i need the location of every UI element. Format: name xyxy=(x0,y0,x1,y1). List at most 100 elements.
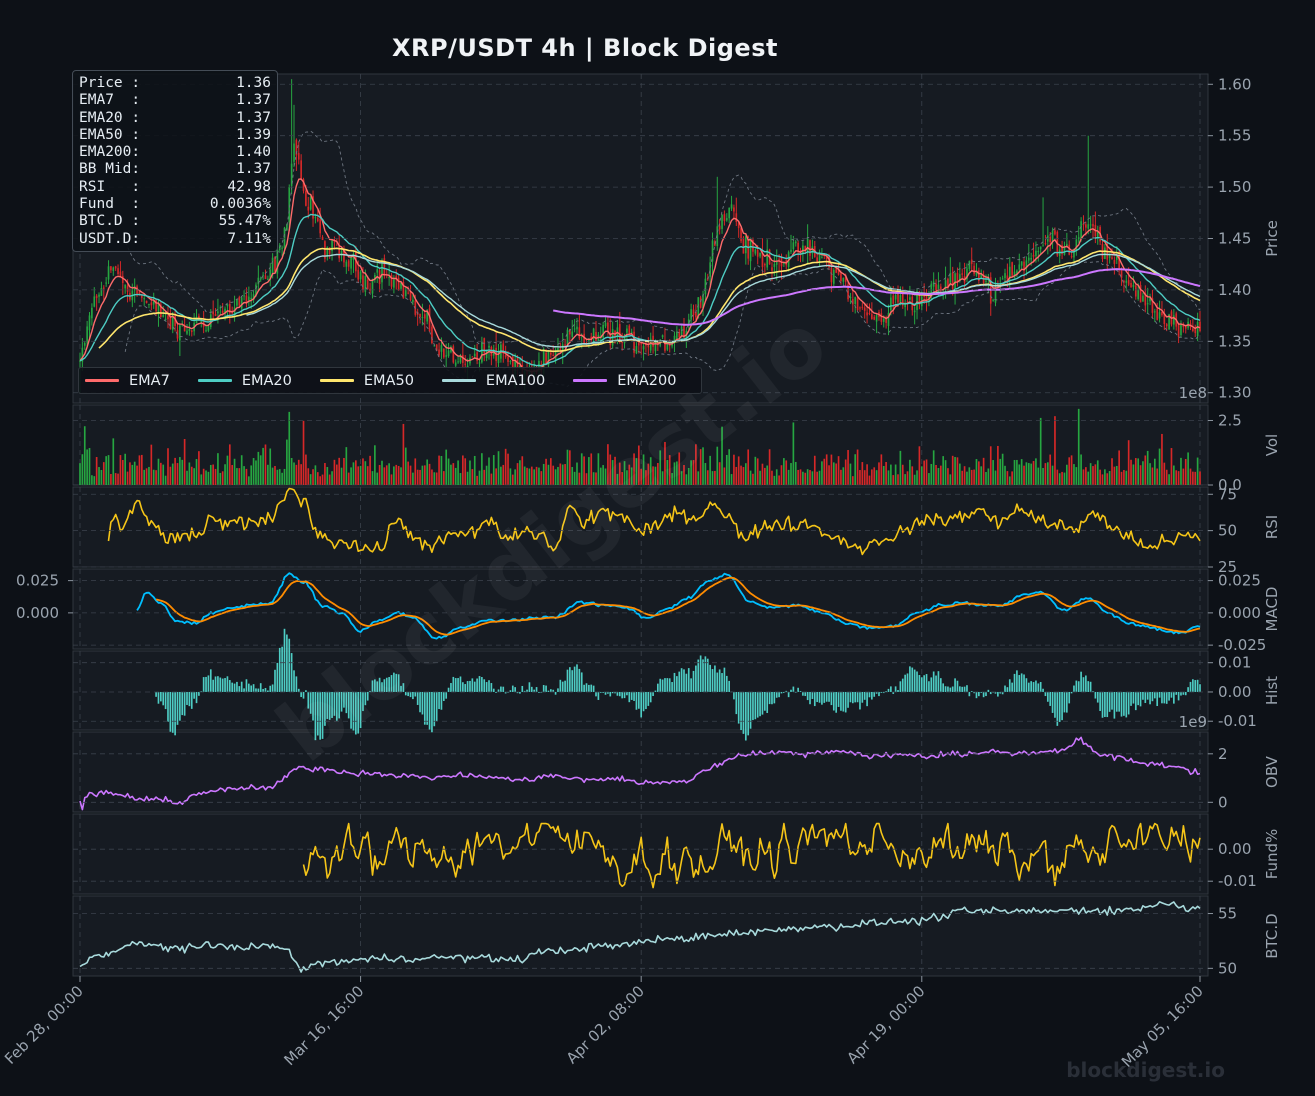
histogram-bar xyxy=(654,690,657,692)
volume-bar xyxy=(540,471,543,485)
volume-bar xyxy=(1106,473,1109,485)
histogram-bar xyxy=(1158,691,1161,698)
candle-body xyxy=(744,235,747,254)
histogram-bar xyxy=(1063,691,1066,713)
volume-bar xyxy=(942,456,945,485)
volume-bar xyxy=(542,463,545,485)
candle-body xyxy=(913,310,916,313)
candle-body xyxy=(307,206,310,211)
volume-bar xyxy=(859,470,861,485)
volume-bar xyxy=(1018,464,1021,485)
obv-tick-label: 0 xyxy=(1218,793,1228,811)
histogram-bar xyxy=(614,691,616,694)
histogram-bar xyxy=(538,691,540,693)
candle-body xyxy=(661,335,664,338)
price-tick-label: 1.35 xyxy=(1218,332,1251,350)
histogram-bar xyxy=(1099,691,1101,711)
candle-body xyxy=(554,349,557,360)
volume-bar xyxy=(117,473,119,485)
volume-bar xyxy=(792,422,795,485)
candle-body xyxy=(431,326,433,344)
volume-bar xyxy=(1108,470,1111,485)
histogram-bar xyxy=(630,691,633,700)
candle-body xyxy=(1132,284,1135,287)
ema-legend: EMA7 EMA20 EMA50 EMA100 EMA200 xyxy=(78,367,702,394)
info-value: 1.37 xyxy=(236,161,271,178)
macd-axis-label: MACD xyxy=(1263,587,1281,632)
histogram-bar xyxy=(338,691,341,719)
candle-body xyxy=(766,249,769,268)
candle-body xyxy=(1139,284,1142,303)
histogram-bar xyxy=(797,687,799,692)
histogram-bar xyxy=(340,691,343,712)
histogram-bar xyxy=(1042,688,1044,692)
volume-bar xyxy=(1199,471,1201,485)
volume-bar xyxy=(1006,471,1009,485)
histogram-bar xyxy=(402,683,405,692)
candle-body xyxy=(264,275,267,279)
volume-bar xyxy=(378,464,381,485)
candle-body xyxy=(419,313,421,318)
histogram-bar xyxy=(243,688,245,692)
candle-body xyxy=(507,357,509,362)
ema100-line xyxy=(246,253,1201,348)
candle-body xyxy=(552,354,555,356)
volume-bar xyxy=(609,454,612,485)
histogram-bar xyxy=(1113,691,1116,719)
volume-bar xyxy=(174,457,176,485)
volume-bar xyxy=(1180,457,1182,485)
volume-bar xyxy=(1058,473,1061,485)
x-tick-label: Mar 16, 16:00 xyxy=(281,982,368,1069)
volume-bar xyxy=(790,463,792,485)
histogram-bar xyxy=(274,669,276,692)
histogram-bar xyxy=(880,691,883,693)
volume-bar xyxy=(1094,464,1097,485)
histogram-bar xyxy=(699,655,702,692)
volume-bar xyxy=(963,466,966,485)
volume-bar xyxy=(714,470,716,485)
candle-body xyxy=(1004,273,1006,279)
histogram-bar xyxy=(875,691,878,694)
candle-body xyxy=(1082,223,1085,226)
volume-bar xyxy=(1008,476,1011,485)
histogram-bar xyxy=(792,686,795,692)
candle-body xyxy=(1016,270,1018,275)
histogram-bar xyxy=(678,671,681,692)
info-value: 1.40 xyxy=(236,144,271,161)
histogram-bar xyxy=(500,686,502,692)
histogram-bar xyxy=(459,676,462,692)
histogram-bar xyxy=(733,691,735,700)
volume-bar xyxy=(856,449,859,485)
volume-bar xyxy=(847,450,849,485)
candle-body xyxy=(1042,245,1044,247)
volume-bar xyxy=(723,467,726,485)
volume-bar xyxy=(179,457,181,485)
candle-body xyxy=(347,260,350,267)
histogram-bar xyxy=(1049,691,1052,706)
histogram-bar xyxy=(309,691,312,714)
panel-macd xyxy=(72,568,1209,650)
volume-bar xyxy=(483,469,486,485)
histogram-bar xyxy=(740,691,742,731)
volume-bar xyxy=(186,470,188,485)
histogram-bar xyxy=(207,675,210,692)
histogram-bar xyxy=(1115,691,1118,712)
volume-bar xyxy=(1175,470,1178,485)
candle-body xyxy=(124,284,127,289)
volume-bar xyxy=(761,463,764,485)
histogram-bar xyxy=(676,676,678,692)
volume-bar xyxy=(547,464,550,485)
histogram-bar xyxy=(680,668,683,692)
volume-tick-label: 0.0 xyxy=(1218,476,1242,494)
candle-body xyxy=(117,268,119,275)
histogram-bar xyxy=(362,691,364,712)
volume-bar xyxy=(623,461,626,485)
volume-bar xyxy=(407,461,409,485)
histogram-bar xyxy=(649,691,652,703)
volume-bar xyxy=(316,472,319,485)
candle-body xyxy=(414,300,417,315)
volume-bar xyxy=(849,463,852,485)
info-value: 1.37 xyxy=(236,92,271,109)
candle-body xyxy=(676,332,678,340)
histogram-bar xyxy=(899,681,902,692)
